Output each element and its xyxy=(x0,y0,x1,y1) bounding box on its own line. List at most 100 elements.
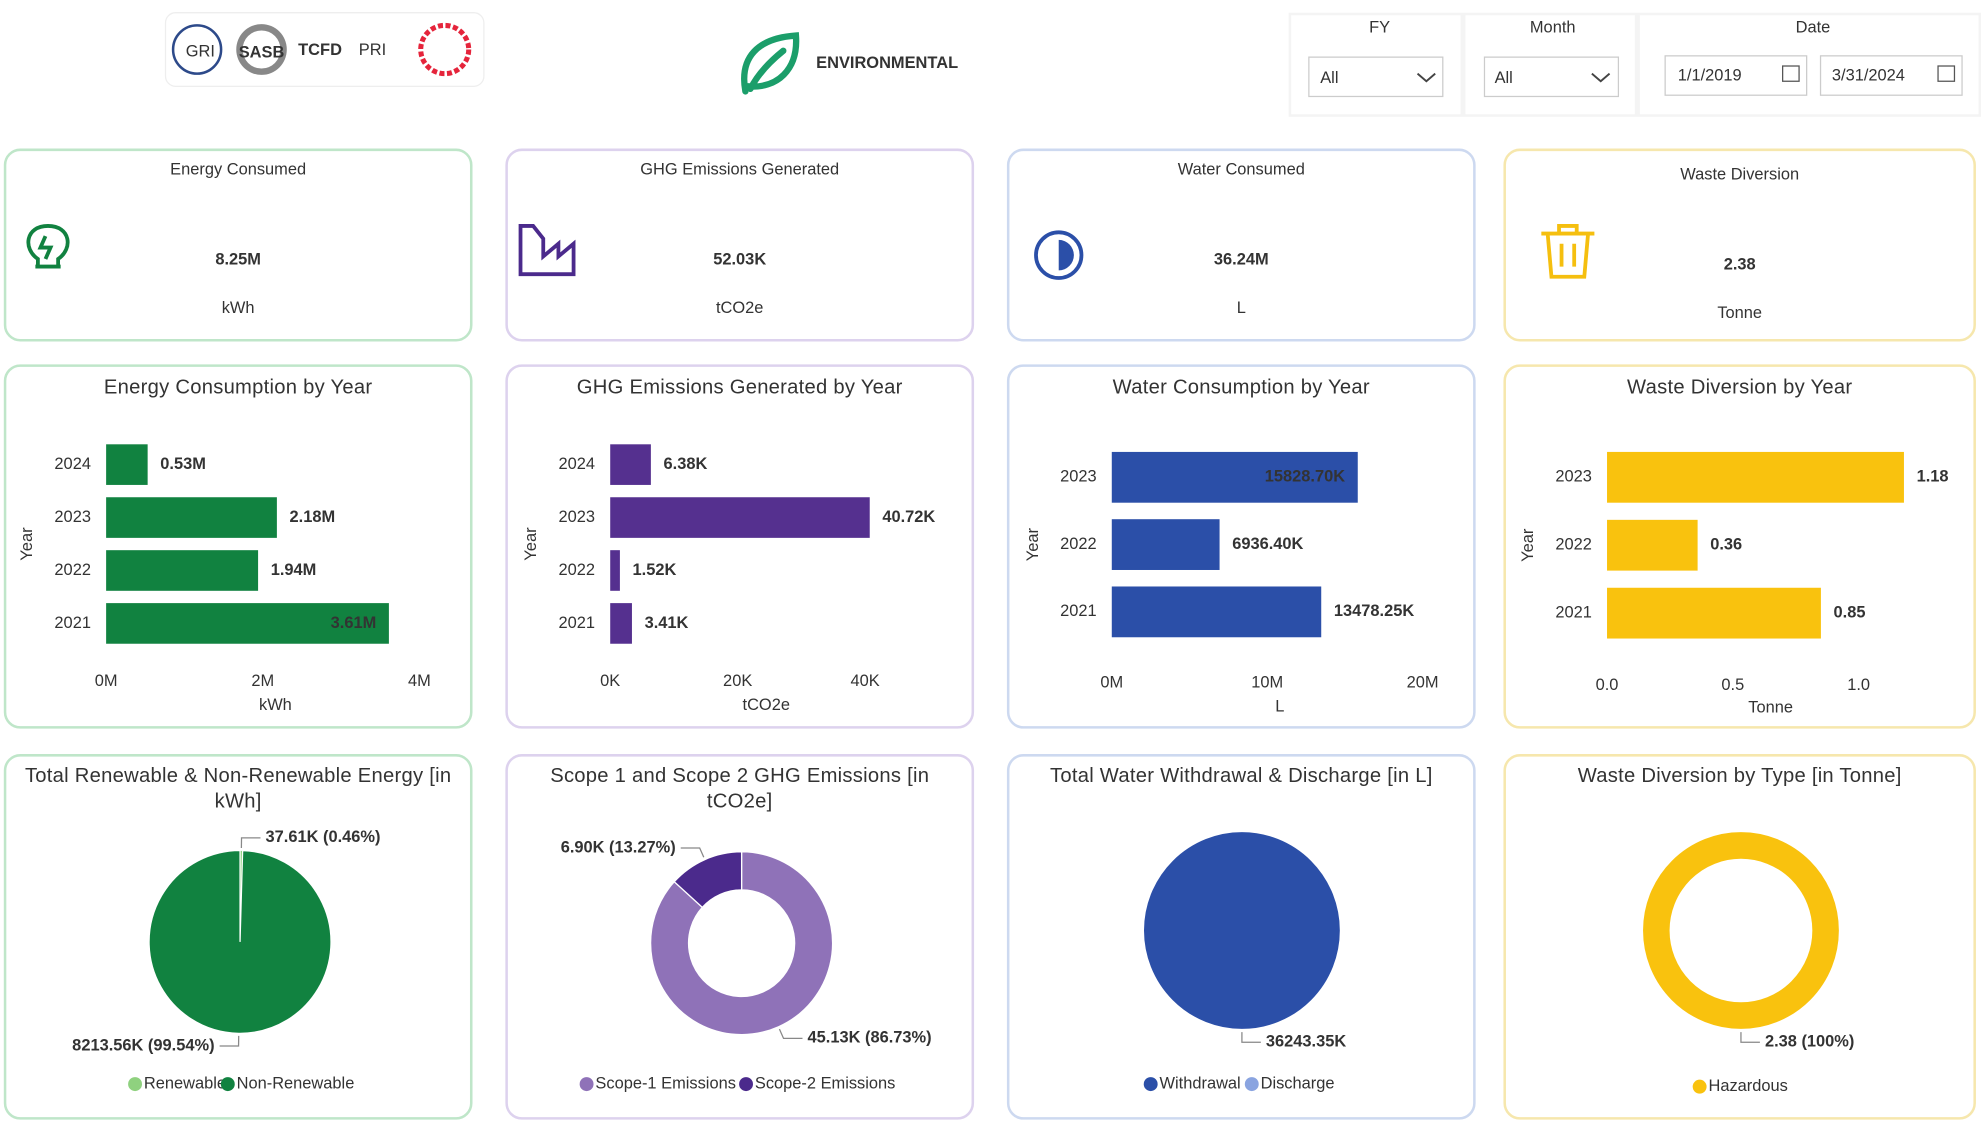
bar xyxy=(106,550,259,591)
bar xyxy=(1111,586,1322,638)
leader-line xyxy=(219,1035,240,1047)
chevron xyxy=(1416,72,1436,83)
leader-line xyxy=(240,837,261,849)
data-label: 3.61M xyxy=(331,614,377,632)
kpi-unit: Tonne xyxy=(1717,304,1762,322)
chart-title: Water Consumption by Year xyxy=(1112,377,1370,399)
bar xyxy=(1607,451,1904,503)
y-tick-label: 2021 xyxy=(1555,603,1592,621)
kpi-unit: L xyxy=(1237,299,1246,317)
kpi-unit: tCO2e xyxy=(716,299,763,317)
y-tick-label: 2023 xyxy=(54,508,91,526)
chart-title: Waste Diversion by Type [in Tonne] xyxy=(1577,765,1902,788)
date-value: 3/31/2024 xyxy=(1832,66,1905,84)
logo xyxy=(242,30,281,69)
kpi-value: 36.24M xyxy=(1214,251,1269,269)
drop-icon xyxy=(1034,230,1084,280)
bar xyxy=(106,444,148,485)
data-label: 6936.40K xyxy=(1232,535,1303,553)
x-tick-label: 1.0 xyxy=(1847,676,1870,694)
x-tick-label: 0M xyxy=(95,672,118,690)
x-tick-label: 0.0 xyxy=(1596,676,1619,694)
kpi-value: 2.38 xyxy=(1724,256,1756,274)
donut-slice xyxy=(1641,830,1841,1031)
y-tick-label: 2023 xyxy=(1060,468,1097,486)
data-label: 2.18M xyxy=(290,508,336,526)
logo xyxy=(171,24,223,75)
x-axis-label: Tonne xyxy=(1748,699,1793,717)
bulb-icon xyxy=(26,224,70,269)
data-label: 37.61K (0.46%) xyxy=(266,828,381,846)
y-axis-label: Year xyxy=(1024,527,1042,561)
chevron xyxy=(1591,72,1611,83)
y-axis-label: Year xyxy=(1519,528,1537,562)
pie-slice xyxy=(148,849,332,1034)
y-tick-label: 2021 xyxy=(1060,602,1097,620)
card xyxy=(3,148,473,342)
chart-title: Energy Consumption by Year xyxy=(103,377,373,399)
calendar-icon[interactable] xyxy=(1937,65,1956,82)
y-axis-label: Year xyxy=(18,527,36,561)
logo-text: PRI xyxy=(359,41,386,59)
y-axis-label: Year xyxy=(522,527,540,561)
data-label: 6.90K (13.27%) xyxy=(561,838,676,856)
x-axis-label: tCO2e xyxy=(743,696,790,714)
donut-slice xyxy=(673,851,743,909)
leader-line xyxy=(778,1028,803,1040)
y-tick-label: 2022 xyxy=(559,561,596,579)
chart-title: Total Water Withdrawal & Discharge [in L… xyxy=(1049,765,1433,788)
card xyxy=(1503,148,1976,342)
page-title: ENVIRONMENTAL xyxy=(816,54,958,72)
data-label: 36243.35K xyxy=(1266,1033,1346,1051)
logo-text: GRI xyxy=(186,42,215,60)
date-input[interactable] xyxy=(1819,55,1963,96)
date-value: 1/1/2019 xyxy=(1678,66,1742,84)
y-tick-label: 2022 xyxy=(1060,535,1097,553)
leader-line xyxy=(1740,1032,1760,1043)
card xyxy=(505,754,975,1120)
pie-slice xyxy=(1142,830,1342,1031)
legend-label: Scope-1 Emissions xyxy=(595,1074,735,1092)
x-tick-label: 0.5 xyxy=(1721,676,1744,694)
x-tick-label: 4M xyxy=(408,672,431,690)
bar xyxy=(610,497,870,538)
bar xyxy=(1607,587,1821,639)
data-label: 8213.56K (99.54%) xyxy=(72,1036,214,1054)
data-label: 2.38 (100%) xyxy=(1765,1033,1854,1051)
dropdown-value: All xyxy=(1320,69,1338,87)
legend-label: Scope-2 Emissions xyxy=(755,1074,895,1092)
legend-label: Non-Renewable xyxy=(237,1074,355,1092)
card xyxy=(1503,754,1976,1120)
bar xyxy=(1111,519,1220,570)
filter-label: Date xyxy=(1796,18,1831,36)
filter-label: Month xyxy=(1530,18,1576,36)
data-label: 0.53M xyxy=(160,455,206,473)
legend-swatch xyxy=(1244,1077,1259,1092)
y-tick-label: 2023 xyxy=(559,508,596,526)
legend-swatch xyxy=(220,1077,235,1092)
legend-label: Withdrawal xyxy=(1160,1074,1241,1092)
y-tick-label: 2024 xyxy=(54,455,91,473)
y-tick-label: 2022 xyxy=(1555,536,1592,554)
y-tick-label: 2022 xyxy=(54,561,91,579)
x-tick-label: 10M xyxy=(1251,673,1283,691)
x-tick-label: 2M xyxy=(251,672,274,690)
x-axis-label: L xyxy=(1275,697,1284,715)
card xyxy=(3,364,473,729)
bar xyxy=(610,444,651,485)
bar xyxy=(106,497,277,538)
y-tick-label: 2021 xyxy=(559,614,596,632)
legend-swatch xyxy=(739,1077,753,1092)
legend-swatch xyxy=(579,1077,594,1092)
x-tick-label: 0K xyxy=(600,672,620,690)
card xyxy=(505,148,975,342)
calendar-icon[interactable] xyxy=(1782,65,1800,82)
card xyxy=(1006,148,1476,342)
data-label: 1.94M xyxy=(271,561,317,579)
x-tick-label: 40K xyxy=(851,672,880,690)
donut-slice xyxy=(650,851,834,1036)
data-label: 0.85 xyxy=(1834,603,1866,621)
dropdown-value: All xyxy=(1495,69,1513,87)
